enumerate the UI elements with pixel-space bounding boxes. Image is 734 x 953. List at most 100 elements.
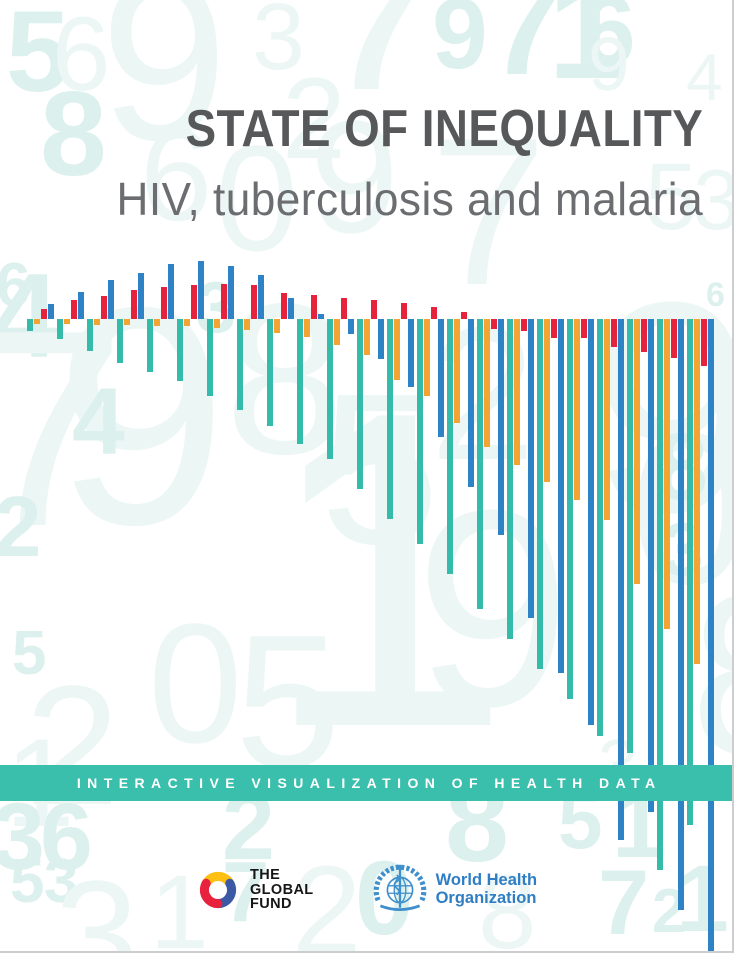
background-digit: 5: [6, 0, 70, 116]
bar-teal: [627, 319, 633, 753]
bar-teal: [147, 319, 153, 372]
bar-orange: [574, 319, 580, 500]
bar-orange: [304, 319, 310, 337]
bar-teal: [327, 319, 333, 459]
background-digit: 6: [580, 0, 636, 87]
bar-orange: [124, 319, 130, 325]
bar-orange: [394, 319, 400, 380]
global-fund-logo: THE GLOBAL FUND: [195, 867, 314, 913]
bar-teal: [177, 319, 183, 381]
bar-red: [251, 285, 257, 319]
background-digit: 6: [706, 276, 725, 314]
bar-blue: [588, 319, 594, 725]
bar-orange: [694, 319, 700, 664]
background-digit: 9: [432, 0, 488, 90]
background-digit: 6: [0, 254, 30, 316]
background-digit: 6: [140, 102, 212, 248]
who-logo: World Health Organization: [372, 862, 537, 918]
global-fund-wordmark: THE GLOBAL FUND: [250, 868, 314, 912]
background-digit: 5: [10, 847, 44, 916]
bar-teal: [207, 319, 213, 396]
banner-text: INTERACTIVE VISUALIZATION OF HEALTH DATA: [76, 775, 662, 791]
bar-teal: [297, 319, 303, 444]
bar-orange: [154, 319, 160, 326]
bar-blue: [228, 266, 234, 319]
bar-orange: [274, 319, 280, 333]
bar-blue: [198, 261, 204, 319]
bar-orange: [214, 319, 220, 328]
bar-blue: [498, 319, 504, 535]
bar-red: [101, 296, 107, 319]
bar-teal: [27, 319, 33, 331]
bar-blue: [468, 319, 474, 487]
bar-blue: [288, 298, 294, 319]
bar-blue: [48, 304, 54, 319]
background-digit: 3: [44, 847, 78, 916]
logos-row: THE GLOBAL FUND World Health: [0, 845, 732, 935]
bar-red: [281, 293, 287, 319]
who-wordmark-line: World Health: [435, 871, 538, 890]
bar-red: [221, 284, 227, 319]
background-digit: 1: [676, 846, 729, 952]
bar-red: [341, 298, 347, 319]
bar-red: [461, 312, 467, 319]
background-digit: 9: [415, 453, 571, 765]
background-digit: 2: [292, 841, 362, 953]
bar-orange: [424, 319, 430, 396]
bar-red: [41, 309, 47, 319]
global-fund-wordmark-line: THE: [249, 866, 281, 883]
bar-blue: [618, 319, 624, 840]
bar-red: [611, 319, 617, 347]
bar-blue: [438, 319, 444, 437]
background-digit: 4: [72, 369, 125, 475]
bar-orange: [34, 319, 40, 324]
bar-teal: [87, 319, 93, 351]
bar-teal: [567, 319, 573, 699]
bar-blue: [318, 314, 324, 319]
bar-teal: [657, 319, 663, 870]
background-digit: 2: [25, 651, 120, 841]
who-wordmark: World Health Organization: [435, 871, 538, 908]
bar-red: [71, 300, 77, 319]
bar-teal: [477, 319, 483, 609]
bar-orange: [484, 319, 490, 447]
bar-orange: [244, 319, 250, 330]
page-subtitle: HIV, tuberculosis and malaria: [116, 173, 703, 225]
bar-orange: [184, 319, 190, 326]
bar-teal: [507, 319, 513, 639]
bar-blue: [408, 319, 414, 387]
bar-red: [311, 295, 317, 319]
background-digit: 9: [588, 22, 630, 106]
bar-blue: [528, 319, 534, 618]
background-digit: 3: [693, 158, 732, 243]
bar-orange: [94, 319, 100, 325]
bar-teal: [417, 319, 423, 544]
bar-red: [431, 307, 437, 319]
background-digit: 0: [215, 114, 298, 282]
bar-orange: [544, 319, 550, 482]
background-digit: 1: [548, 0, 626, 108]
bar-blue: [78, 292, 84, 319]
background-digit: 7: [330, 0, 425, 126]
background-digit: 1: [150, 854, 208, 953]
bar-red: [161, 287, 167, 319]
bar-teal: [237, 319, 243, 410]
bar-teal: [117, 319, 123, 363]
background-digit: 2: [282, 55, 346, 183]
bar-red: [701, 319, 707, 366]
bar-teal: [387, 319, 393, 519]
who-wordmark-line: Organization: [435, 889, 537, 907]
bar-blue: [648, 319, 654, 812]
global-fund-swoosh-icon: [199, 871, 236, 909]
bar-teal: [537, 319, 543, 669]
bar-teal: [597, 319, 603, 736]
bar-teal: [267, 319, 273, 426]
bar-red: [491, 319, 497, 329]
bar-blue: [108, 280, 114, 319]
bar-red: [191, 285, 197, 319]
background-digit: 7: [598, 852, 649, 953]
banner: INTERACTIVE VISUALIZATION OF HEALTH DATA: [0, 765, 732, 801]
background-digit: 3: [0, 789, 45, 884]
